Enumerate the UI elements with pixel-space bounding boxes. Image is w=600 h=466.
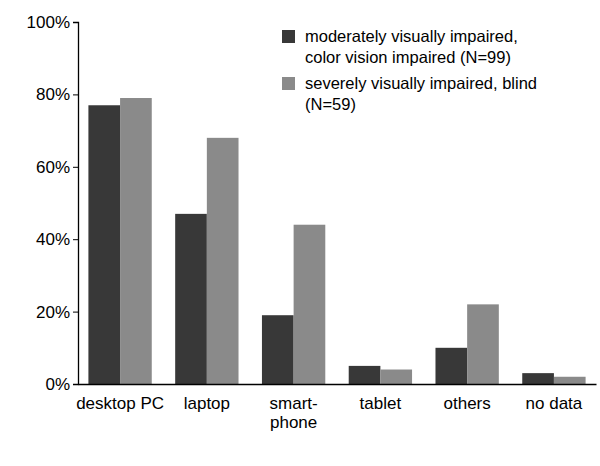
x-tick: tablet [360,384,402,413]
legend-swatch [282,77,295,90]
y-tick-mark [73,94,78,95]
x-tick: desktop PC [76,384,164,413]
bar [120,98,152,384]
x-tick-label-line: phone [270,413,317,432]
x-tick-label: no data [526,394,583,413]
bar [207,138,239,384]
chart: 0% 20% 40% 60% 80% 100% desktop PC laptop smart-… [0,0,600,466]
y-tick-label: 40% [36,230,70,249]
legend-item: severely visually impaired, blind (N=59) [282,74,537,113]
x-tick-label-line: others [444,394,491,413]
x-tick-label-line: desktop PC [76,394,164,413]
bar-series [120,98,586,384]
x-tick-label: others [444,394,491,413]
y-tick: 0% [45,375,78,394]
y-tick: 40% [36,230,78,249]
y-tick-label: 100% [27,13,70,32]
x-tick: others [444,384,491,413]
bar [294,225,326,384]
bar [88,105,120,384]
y-axis: 0% 20% 40% 60% 80% 100% [27,13,79,394]
y-tick-mark [73,167,78,168]
bar [262,315,294,384]
x-tick: smart-phone [270,384,318,432]
bar-series [88,105,554,384]
y-tick: 20% [36,303,78,322]
y-axis-line [73,23,79,385]
x-axis-line [79,384,597,385]
legend-swatch [282,30,295,43]
x-tick: no data [526,384,583,413]
bar [380,370,412,384]
y-tick-mark [73,22,78,23]
x-tick-label-line: laptop [184,394,230,413]
bars [88,98,585,384]
legend-label-line: color vision impaired (N=99) [305,48,511,66]
x-tick-label-line: smart- [270,394,318,413]
bar [467,304,499,384]
x-tick-label: desktop PC [76,394,164,413]
x-tick-label-line: tablet [360,394,402,413]
legend-item: moderately visually impaired, color visio… [282,27,518,66]
bar [554,377,586,384]
y-tick-mark [73,384,78,385]
legend-label-line: (N=59) [305,95,356,113]
y-tick-mark [73,239,78,240]
y-tick-label: 80% [36,85,70,104]
x-tick-label-line: no data [526,394,583,413]
x-axis: desktop PC laptop smart-phone tablet others n… [76,384,596,432]
bar [349,366,381,384]
x-tick-label: smart-phone [270,394,318,432]
legend: moderately visually impaired, color visio… [282,27,537,113]
y-tick-label: 20% [36,303,70,322]
bar [522,373,554,384]
legend-label: moderately visually impaired, color visio… [305,27,518,66]
bar [175,214,207,384]
y-tick-label: 60% [36,158,70,177]
y-tick-mark [73,312,78,313]
bar [435,348,467,384]
legend-label-line: severely visually impaired, blind [305,74,537,92]
y-tick-label: 0% [45,375,70,394]
y-tick: 80% [36,85,78,104]
legend-label-line: moderately visually impaired, [305,27,518,45]
y-tick: 100% [27,13,78,32]
y-tick: 60% [36,158,78,177]
x-tick: laptop [184,384,230,413]
legend-label: severely visually impaired, blind (N=59) [305,74,537,113]
x-tick-label: laptop [184,394,230,413]
x-tick-label: tablet [360,394,402,413]
